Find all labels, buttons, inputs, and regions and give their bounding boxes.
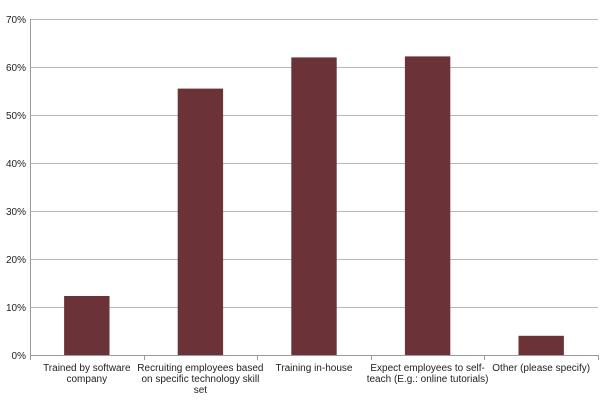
bars [64,56,564,356]
bar [291,57,337,356]
category-label: Training in-house [276,363,353,374]
bar [404,56,451,356]
y-tick-label: 20% [6,255,26,266]
category-label-line: teach (E.g.: online tutorials) [367,374,489,385]
y-tick-label: 0% [12,351,27,362]
category-label-line: set [194,385,208,396]
category-label-line: Other (please specify) [492,363,590,374]
y-tick-label: 50% [6,111,26,122]
category-label-line: Trained by software [43,363,131,374]
category-label-line: company [67,374,108,385]
category-label: Expect employees to self-teach (E.g.: on… [367,363,489,385]
category-label-line: Training in-house [276,363,353,374]
category-labels: Trained by software company Recruiting emp… [43,363,590,396]
bar [177,88,224,355]
y-tick-label: 70% [6,15,26,26]
y-tick-labels: 0% 10% 20% 30% 40% 50% 60% 70% [6,15,26,362]
y-tick-label: 60% [6,63,26,74]
category-label: Recruiting employees based on specific te… [137,363,263,396]
y-tick-label: 40% [6,159,26,170]
bar [64,296,110,355]
category-label: Trained by software company [43,363,131,385]
category-label-line: on specific technology skill [141,374,259,385]
category-label: Other (please specify) [492,363,590,374]
category-label-line: Recruiting employees based [137,363,263,374]
y-tick-label: 30% [6,207,26,218]
bar [518,335,564,355]
axes [30,19,599,360]
y-tick-label: 10% [6,303,26,314]
category-label-line: Expect employees to self- [370,363,485,374]
